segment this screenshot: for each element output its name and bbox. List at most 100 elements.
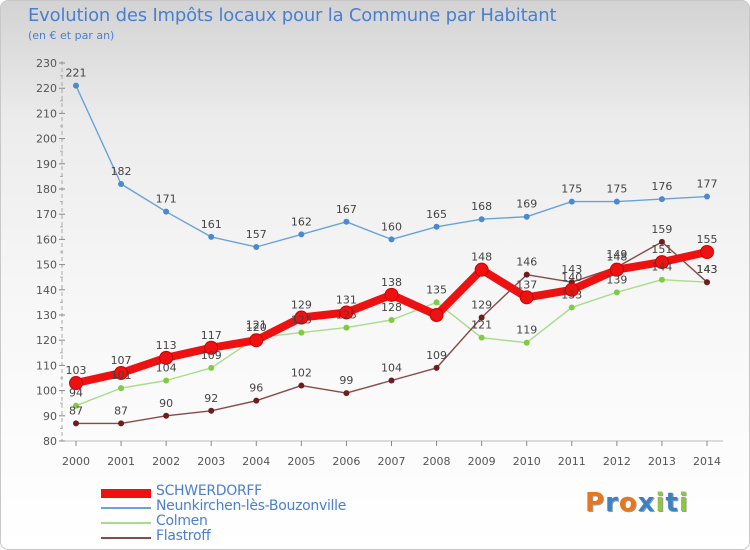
y-tick-label: 120 <box>36 334 57 347</box>
data-label-colmen: 133 <box>561 288 582 301</box>
x-tick-label: 2000 <box>62 455 90 468</box>
data-point-neunkirchen-l-s-bouzonville <box>208 233 215 240</box>
legend-item-neunkirchen: Neunkirchen-lès-Bouzonville <box>101 498 421 515</box>
legend-label-colmen: Colmen <box>156 513 208 529</box>
data-point-colmen <box>343 324 350 331</box>
data-label-schwerdorff: 113 <box>156 339 177 352</box>
legend-label-neunkirchen: Neunkirchen-lès-Bouzonville <box>156 498 347 514</box>
data-label-schwerdorff: 137 <box>516 278 537 291</box>
logo-letter: i <box>678 488 689 518</box>
data-label-neunkirchen-l-s-bouzonville: 161 <box>201 218 222 231</box>
data-point-neunkirchen-l-s-bouzonville <box>613 198 620 205</box>
data-label-schwerdorff: 140 <box>561 271 582 284</box>
data-point-colmen <box>523 339 530 346</box>
data-label-schwerdorff: 129 <box>291 299 312 312</box>
data-label-neunkirchen-l-s-bouzonville: 169 <box>516 198 537 211</box>
data-label-neunkirchen-l-s-bouzonville: 171 <box>156 193 177 206</box>
x-tick-label: 2007 <box>378 455 406 468</box>
data-point-schwerdorff <box>69 376 83 391</box>
data-point-colmen <box>478 334 485 341</box>
y-tick-label: 180 <box>36 183 57 196</box>
data-point-flastroff <box>433 364 440 371</box>
data-point-flastroff <box>388 377 395 384</box>
data-point-schwerdorff <box>474 262 489 277</box>
y-tick-label: 130 <box>36 309 57 322</box>
data-labels: 221 182 171 161 157 162 167 160 165 168 169 175 175 1… <box>66 67 718 418</box>
data-label-flastroff: 87 <box>69 404 83 417</box>
y-tick-label: 110 <box>36 359 57 372</box>
data-point-colmen <box>163 377 170 384</box>
data-point-flastroff <box>704 279 710 286</box>
series-layer <box>69 82 714 427</box>
legend-label-flastroff: Flastroff <box>156 528 211 544</box>
data-point-colmen <box>73 402 79 409</box>
data-label-neunkirchen-l-s-bouzonville: 165 <box>426 208 447 221</box>
data-point-neunkirchen-l-s-bouzonville <box>73 82 79 89</box>
data-label-neunkirchen-l-s-bouzonville: 162 <box>291 215 312 228</box>
y-tick-label: 80 <box>43 435 57 448</box>
x-tick-label: 2002 <box>152 455 180 468</box>
data-point-colmen <box>433 299 440 306</box>
data-point-colmen <box>388 317 395 324</box>
data-point-neunkirchen-l-s-bouzonville <box>433 223 440 230</box>
data-point-schwerdorff <box>609 262 624 277</box>
data-point-neunkirchen-l-s-bouzonville <box>704 193 710 200</box>
data-label-colmen: 121 <box>246 319 267 332</box>
data-label-flastroff: 129 <box>471 299 492 312</box>
y-tick-label: 100 <box>36 385 57 398</box>
axes: 8090100110120130140150160170180190200210… <box>36 57 723 468</box>
x-tick-label: 2004 <box>242 455 270 468</box>
data-point-neunkirchen-l-s-bouzonville <box>568 198 575 205</box>
data-point-flastroff <box>298 382 305 389</box>
data-point-flastroff <box>208 407 215 414</box>
data-label-schwerdorff: 148 <box>606 251 627 264</box>
data-point-flastroff <box>478 314 485 321</box>
data-label-flastroff: 99 <box>339 374 353 387</box>
data-label-colmen: 135 <box>426 283 447 296</box>
data-point-schwerdorff <box>339 305 354 320</box>
data-point-flastroff <box>118 420 125 427</box>
data-point-schwerdorff <box>204 340 219 355</box>
data-point-schwerdorff <box>654 255 669 270</box>
legend: SCHWERDORFF Neunkirchen-lès-Bouzonville … <box>101 483 421 545</box>
data-label-flastroff: 87 <box>114 404 128 417</box>
x-tick-label: 2001 <box>107 455 135 468</box>
data-label-neunkirchen-l-s-bouzonville: 168 <box>471 200 492 213</box>
data-point-colmen <box>208 364 215 371</box>
logo-letter: o <box>618 488 638 518</box>
data-point-colmen <box>298 329 305 336</box>
data-label-neunkirchen-l-s-bouzonville: 177 <box>697 178 718 191</box>
data-point-neunkirchen-l-s-bouzonville <box>253 243 260 250</box>
data-label-colmen: 121 <box>471 319 492 332</box>
data-point-schwerdorff <box>249 333 264 348</box>
y-tick-label: 170 <box>36 208 57 221</box>
x-tick-label: 2011 <box>558 455 586 468</box>
chart-title: Evolution des Impôts locaux pour la Comm… <box>28 5 557 26</box>
data-point-colmen <box>658 276 665 283</box>
y-tick-label: 200 <box>36 133 57 146</box>
data-point-neunkirchen-l-s-bouzonville <box>478 216 485 223</box>
data-label-colmen: 123 <box>291 314 312 327</box>
data-point-schwerdorff <box>429 308 444 322</box>
x-tick-label: 2006 <box>332 455 360 468</box>
data-point-neunkirchen-l-s-bouzonville <box>343 218 350 225</box>
data-label-neunkirchen-l-s-bouzonville: 160 <box>381 220 402 233</box>
legend-swatch-flastroff <box>101 537 151 539</box>
data-point-neunkirchen-l-s-bouzonville <box>388 236 395 243</box>
data-point-schwerdorff <box>159 350 174 365</box>
proxiti-logo: Proxiti <box>585 488 689 518</box>
data-label-colmen: 94 <box>69 387 83 400</box>
y-tick-label: 210 <box>36 107 57 120</box>
x-tick-label: 2003 <box>197 455 225 468</box>
legend-swatch-colmen <box>101 522 151 524</box>
data-point-colmen <box>568 304 575 311</box>
data-label-neunkirchen-l-s-bouzonville: 176 <box>651 180 672 193</box>
data-label-flastroff: 96 <box>249 382 263 395</box>
x-tick-label: 2008 <box>423 455 451 468</box>
x-tick-label: 2014 <box>693 455 721 468</box>
legend-item-flastroff: Flastroff <box>101 528 421 545</box>
data-label-flastroff: 143 <box>697 263 718 276</box>
data-label-flastroff: 143 <box>561 263 582 276</box>
data-label-colmen: 109 <box>201 349 222 362</box>
